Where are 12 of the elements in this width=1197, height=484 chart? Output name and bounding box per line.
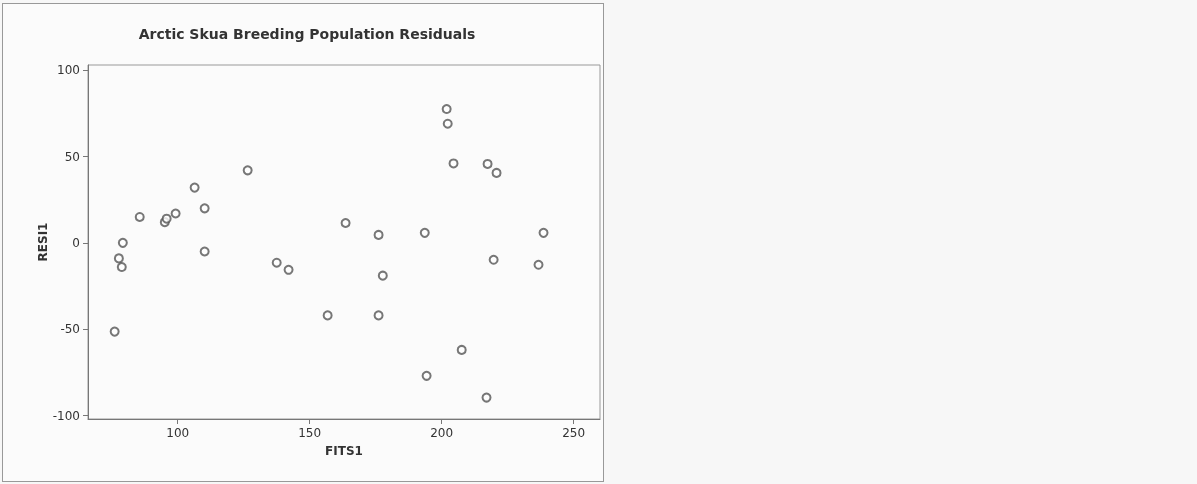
- x-tick-label: 100: [166, 426, 190, 440]
- x-axis-title: FITS1: [325, 444, 363, 458]
- y-tick-label: 50: [64, 149, 80, 164]
- x-tick-label: 150: [298, 426, 322, 440]
- y-tick-label: 100: [57, 63, 80, 78]
- y-tick-label: -100: [52, 408, 80, 423]
- x-tick-label: 250: [562, 426, 586, 440]
- y-tick-label: -50: [60, 322, 80, 337]
- chart-title: Arctic Skua Breeding Population Residuals: [138, 26, 476, 42]
- x-tick-label: 200: [430, 426, 454, 440]
- y-tick-label: 0: [72, 235, 80, 250]
- y-axis-title: RESI1: [35, 222, 50, 262]
